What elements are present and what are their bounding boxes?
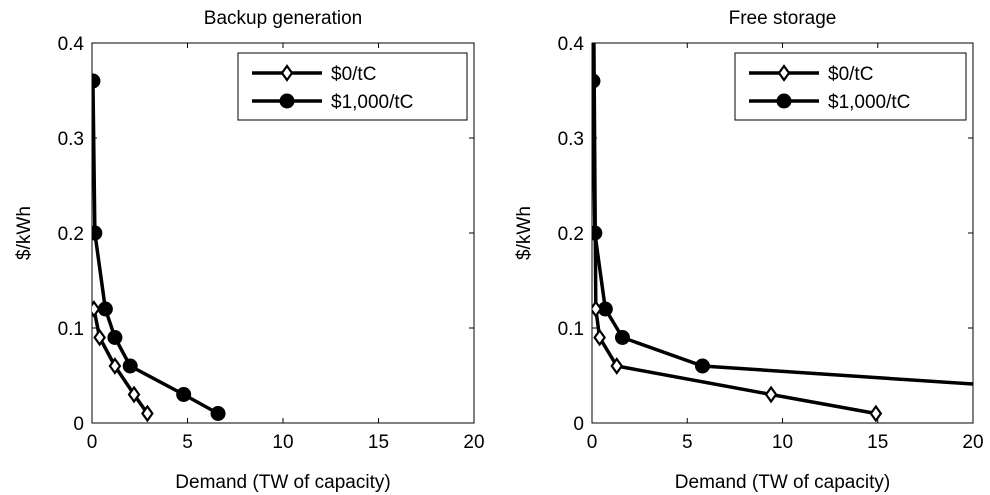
legend-label: $0/tC	[331, 64, 376, 85]
y-tick-label: 0	[573, 414, 584, 435]
data-point	[614, 330, 630, 345]
data-point	[92, 225, 103, 241]
y-tick-label: 0.1	[558, 319, 584, 340]
series-thousand-price	[92, 73, 226, 421]
series-zero-price	[592, 43, 883, 423]
chart-panel-1: 0 5 10 15 20 0 0.1 0.2 0.3 0.4 Backup generation De…	[14, 8, 485, 493]
legend-marker	[280, 64, 294, 82]
data-point	[593, 328, 606, 347]
x-tick-label: 20	[463, 432, 484, 453]
x-tick-label: 5	[182, 432, 193, 453]
data-point	[122, 358, 138, 374]
data-point	[92, 300, 101, 318]
y-tick-label: 0.4	[58, 34, 85, 55]
x-tick-label: 0	[587, 432, 598, 453]
x-tick-label: 15	[368, 432, 389, 453]
data-point	[92, 73, 101, 89]
data-point	[210, 406, 226, 421]
chart-panel-2: 0 5 10 15 20 0 0.1 0.2 0.3 0.4 Free storage Demand …	[514, 8, 984, 493]
x-tick-label: 0	[87, 432, 98, 453]
x-tick-label: 10	[272, 432, 293, 453]
legend: $0/tC $1,000/tC	[237, 52, 468, 121]
data-point	[764, 385, 778, 404]
legend-marker	[776, 93, 792, 109]
y-tick-label: 0.4	[558, 34, 585, 55]
y-axis-label: $/kWh	[514, 206, 535, 260]
y-tick-label: 0.1	[58, 319, 84, 340]
data-point	[176, 387, 192, 402]
legend-label: $1,000/tC	[828, 92, 910, 113]
data-point	[869, 404, 883, 423]
series-line	[592, 80, 973, 386]
y-tick-label: 0.2	[58, 224, 84, 245]
data-point	[694, 358, 710, 374]
legend-marker	[279, 93, 295, 109]
y-tick-label: 0.3	[558, 129, 584, 150]
x-tick-label: 20	[962, 432, 983, 453]
data-point	[610, 357, 624, 375]
x-tick-label: 15	[867, 432, 888, 453]
legend-box	[734, 52, 967, 121]
data-point	[141, 404, 154, 423]
legend-marker	[777, 64, 791, 82]
legend-label: $1,000/tC	[331, 92, 413, 113]
chart-title: Free storage	[729, 8, 837, 29]
series-line	[92, 308, 149, 415]
data-point	[592, 300, 603, 318]
data-point	[107, 330, 123, 345]
legend-label: $0/tC	[828, 64, 873, 85]
chart-title: Backup generation	[204, 8, 362, 29]
legend-box	[237, 52, 468, 121]
data-point	[97, 301, 113, 317]
series-thousand-price	[592, 73, 973, 386]
x-tick-label: 10	[772, 432, 793, 453]
legend: $0/tC $1,000/tC	[734, 52, 967, 121]
y-tick-label: 0.3	[58, 129, 84, 150]
x-axis-label: Demand (TW of capacity)	[175, 472, 390, 493]
x-tick-label: 5	[682, 432, 693, 453]
y-tick-label: 0.2	[558, 224, 584, 245]
x-axis-label: Demand (TW of capacity)	[675, 472, 890, 493]
series-line	[592, 43, 877, 416]
y-tick-label: 0	[73, 414, 84, 435]
data-point	[127, 385, 141, 404]
series-zero-price	[92, 300, 154, 423]
data-point	[108, 357, 122, 375]
data-point	[93, 328, 106, 347]
y-axis-label: $/kWh	[14, 206, 35, 260]
